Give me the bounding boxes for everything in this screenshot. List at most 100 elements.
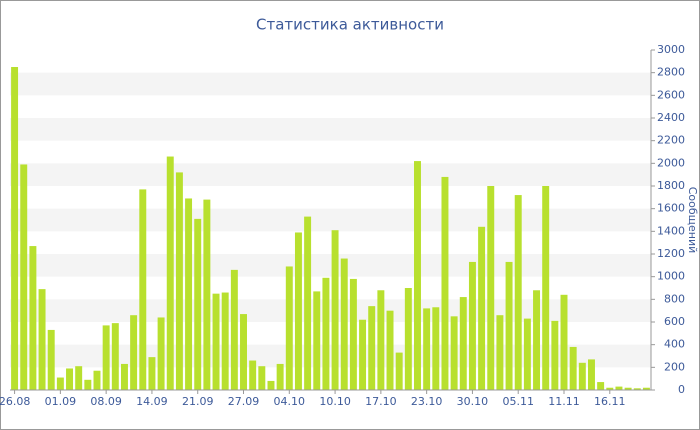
bar — [75, 366, 83, 390]
bar — [624, 387, 632, 390]
x-tick-label: 27.09 — [228, 395, 260, 408]
bar — [349, 278, 357, 390]
bar — [157, 317, 165, 390]
grid-band — [10, 118, 651, 141]
y-tick-label: 3000 — [657, 43, 685, 56]
bar — [597, 382, 605, 390]
bar — [322, 277, 330, 390]
bar — [47, 329, 55, 390]
y-tick-label: 1800 — [657, 179, 685, 192]
bar — [304, 216, 312, 390]
x-tick-label: 01.09 — [45, 395, 77, 408]
bar — [578, 362, 586, 390]
bar — [633, 388, 641, 390]
y-tick-label: 800 — [664, 292, 685, 305]
bar — [203, 199, 211, 390]
y-tick-label: 2000 — [657, 156, 685, 169]
y-tick-label: 0 — [678, 383, 685, 396]
x-tick-label: 23.10 — [411, 395, 443, 408]
y-tick-label: 400 — [664, 338, 685, 351]
y-tick-label: 2600 — [657, 88, 685, 101]
bar — [414, 161, 421, 390]
bar — [368, 306, 376, 390]
bar — [496, 315, 504, 390]
y-axis-title: Сообщений — [686, 187, 699, 254]
bar — [249, 360, 257, 390]
bar — [66, 368, 74, 390]
bar — [221, 292, 229, 390]
x-tick-label: 17.10 — [365, 395, 397, 408]
bar — [468, 261, 476, 390]
bar — [111, 323, 119, 390]
bar — [185, 198, 193, 390]
x-tick-label: 10.10 — [319, 395, 351, 408]
bar — [340, 258, 348, 390]
bar — [377, 290, 385, 390]
y-tick-label: 2200 — [657, 134, 685, 147]
y-tick-label: 1600 — [657, 202, 685, 215]
bar — [294, 232, 302, 390]
bar — [441, 176, 449, 390]
bar — [487, 186, 495, 390]
bar — [20, 164, 28, 390]
bar — [533, 290, 541, 390]
bar — [267, 380, 275, 390]
bar — [230, 269, 238, 390]
y-tick-label: 2400 — [657, 111, 685, 124]
bar — [606, 387, 614, 390]
bar — [102, 325, 110, 390]
bar — [386, 310, 394, 390]
y-tick-label: 200 — [664, 360, 685, 373]
bar — [11, 67, 19, 390]
bar — [569, 346, 577, 390]
y-tick-label: 1200 — [657, 247, 685, 260]
bar — [642, 387, 650, 390]
bar — [423, 308, 431, 390]
x-tick-label: 11.11 — [548, 395, 580, 408]
y-tick-label: 1000 — [657, 270, 685, 283]
bar — [459, 297, 467, 390]
bar — [212, 293, 220, 390]
bar — [285, 266, 293, 390]
x-tick-label: 30.10 — [457, 395, 489, 408]
x-tick-label: 26.08 — [0, 395, 30, 408]
x-tick-label: 05.11 — [502, 395, 534, 408]
grid-band — [10, 208, 651, 232]
bar — [148, 357, 156, 390]
x-tick-label: 04.10 — [274, 395, 306, 408]
bar — [615, 386, 623, 390]
bar — [29, 246, 37, 390]
grid-band — [10, 254, 651, 277]
bar — [560, 294, 568, 390]
bar — [258, 366, 266, 390]
grid-band — [10, 72, 651, 96]
bar — [359, 319, 367, 390]
chart-title: Статистика активности — [256, 16, 444, 34]
grid-band — [10, 163, 651, 186]
x-tick-label: 14.09 — [136, 395, 168, 408]
x-tick-label: 16.11 — [594, 395, 626, 408]
bar — [432, 307, 440, 390]
bar — [276, 363, 284, 390]
bar — [505, 261, 513, 390]
bar — [56, 377, 64, 390]
y-tick-label: 600 — [664, 315, 685, 328]
bar — [130, 315, 138, 390]
bar — [551, 320, 559, 390]
bar — [175, 172, 183, 390]
bar — [194, 218, 202, 390]
bar — [313, 291, 321, 390]
bar — [120, 363, 128, 390]
y-tick-label: 2800 — [657, 66, 685, 79]
x-tick-label: 21.09 — [182, 395, 214, 408]
bar — [93, 370, 101, 390]
bar — [139, 189, 147, 390]
bar — [84, 379, 92, 390]
bar — [331, 230, 339, 390]
bar — [587, 359, 595, 390]
bar — [38, 289, 46, 390]
x-tick-label: 08.09 — [90, 395, 122, 408]
bar — [523, 318, 531, 390]
bar — [478, 226, 486, 390]
